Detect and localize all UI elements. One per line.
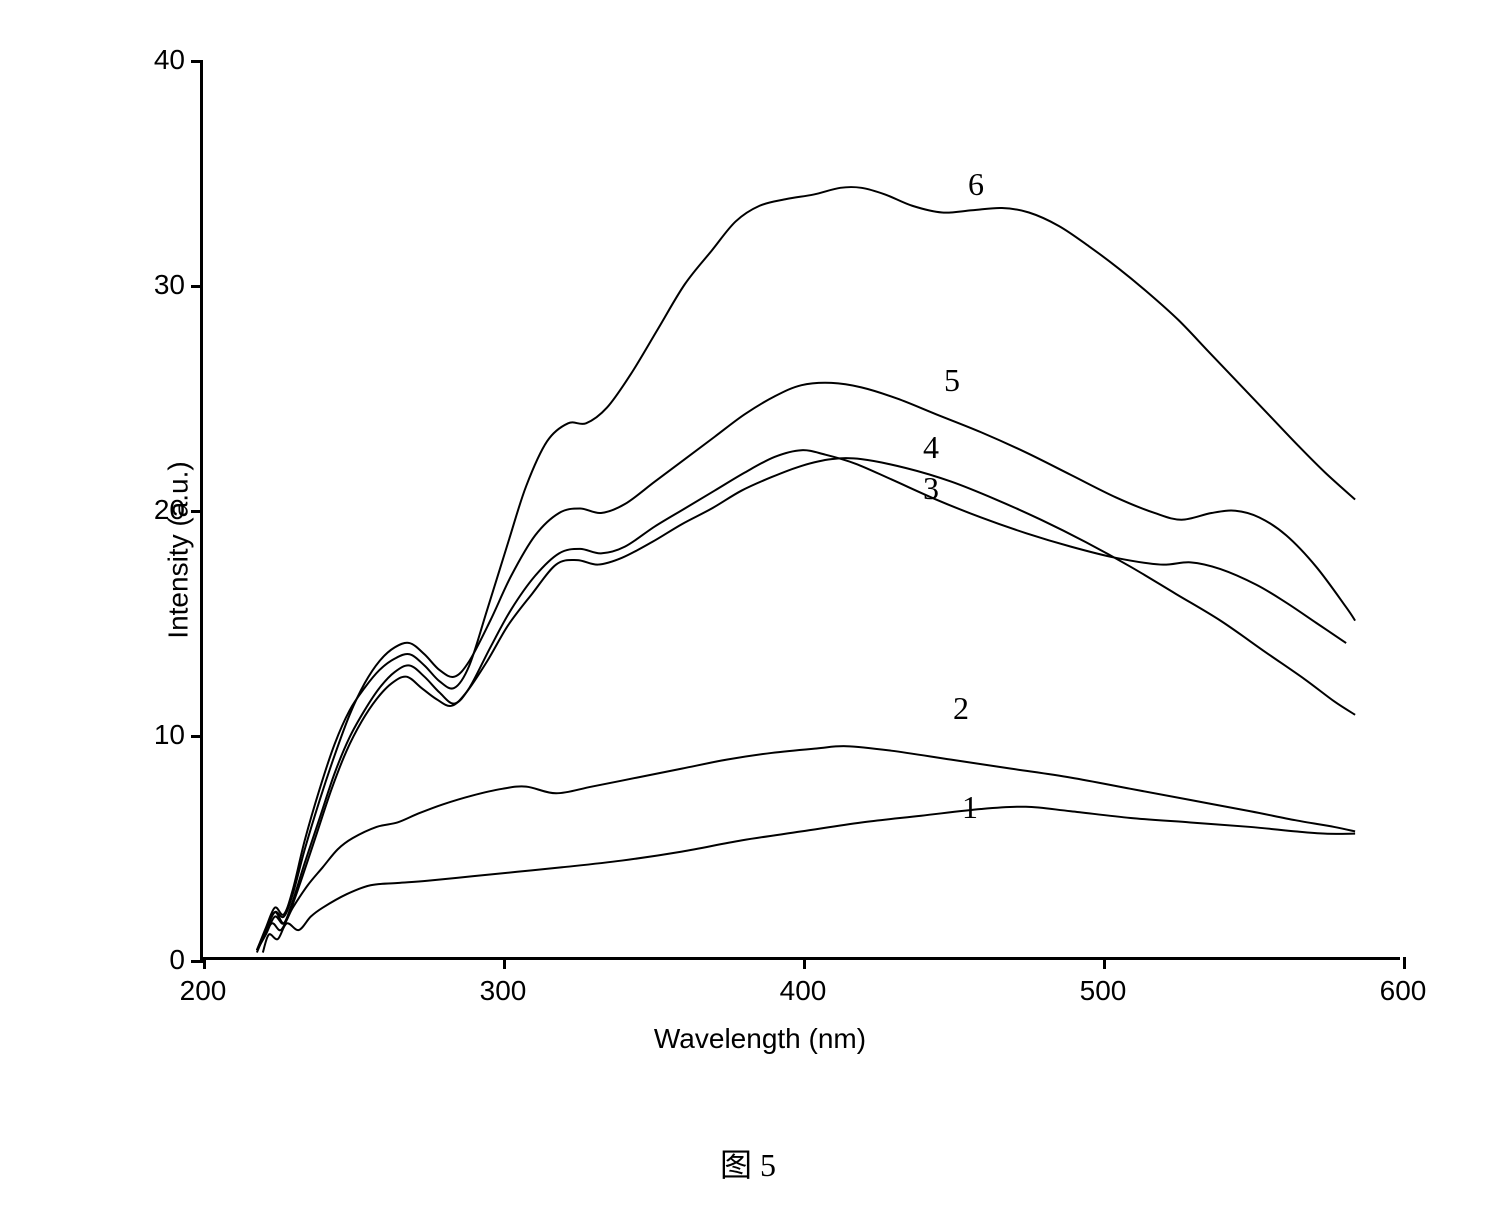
- y-tick: [191, 960, 203, 963]
- x-tick: [1103, 957, 1106, 969]
- y-tick-label: 30: [154, 269, 185, 301]
- x-tick: [503, 957, 506, 969]
- figure-caption: 图 5: [720, 1140, 776, 1186]
- series-line-1: [263, 807, 1355, 953]
- series-label-6: 6: [968, 166, 984, 203]
- y-tick: [191, 285, 203, 288]
- y-tick-label: 20: [154, 494, 185, 526]
- y-tick-label: 10: [154, 719, 185, 751]
- x-tick-label: 500: [1080, 975, 1127, 1007]
- series-label-2: 2: [953, 690, 969, 727]
- series-line-6: [257, 187, 1355, 950]
- y-tick: [191, 60, 203, 63]
- series-label-5: 5: [944, 362, 960, 399]
- y-axis-label: Intensity (a.u.): [163, 461, 195, 638]
- x-tick-label: 200: [180, 975, 227, 1007]
- x-tick-label: 300: [480, 975, 527, 1007]
- y-tick-label: 0: [169, 944, 185, 976]
- x-tick-label: 600: [1380, 975, 1427, 1007]
- x-tick: [803, 957, 806, 969]
- y-tick: [191, 735, 203, 738]
- curves-svg: [203, 60, 1400, 957]
- series-line-2: [257, 746, 1355, 950]
- y-tick: [191, 510, 203, 513]
- series-label-1: 1: [962, 789, 978, 826]
- series-line-4: [257, 450, 1346, 950]
- series-label-4: 4: [923, 429, 939, 466]
- x-tick: [1403, 957, 1406, 969]
- x-tick: [203, 957, 206, 969]
- y-tick-label: 40: [154, 44, 185, 76]
- series-label-3: 3: [923, 470, 939, 507]
- x-axis-label: Wavelength (nm): [654, 1023, 866, 1055]
- chart-container: Intensity (a.u.) Wavelength (nm) 0 10 20 30…: [80, 40, 1440, 1060]
- plot-area: 010203040200300400500600123456: [200, 60, 1400, 960]
- series-line-5: [257, 383, 1355, 950]
- series-line-3: [257, 458, 1355, 952]
- x-tick-label: 400: [780, 975, 827, 1007]
